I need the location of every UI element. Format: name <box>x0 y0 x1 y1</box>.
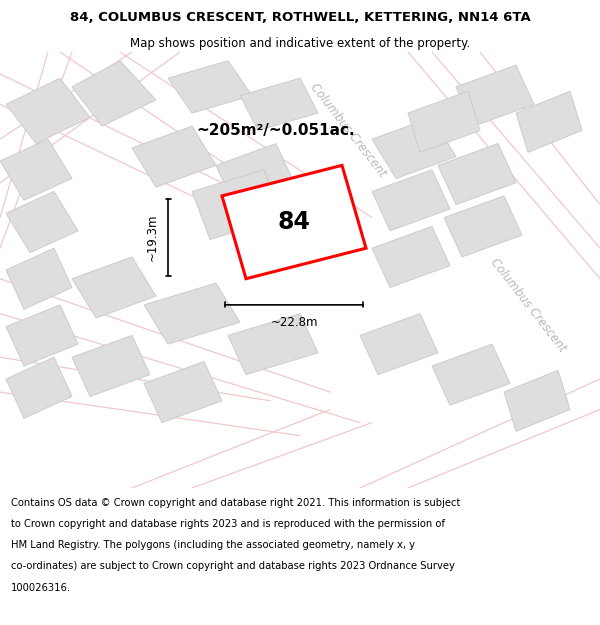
Polygon shape <box>222 166 366 279</box>
Text: ~19.3m: ~19.3m <box>146 214 159 261</box>
Polygon shape <box>372 226 450 288</box>
Polygon shape <box>228 314 318 374</box>
Polygon shape <box>6 248 72 309</box>
Polygon shape <box>72 336 150 396</box>
Polygon shape <box>144 361 222 423</box>
Polygon shape <box>504 370 570 431</box>
Polygon shape <box>516 91 582 152</box>
Polygon shape <box>6 78 90 144</box>
Polygon shape <box>456 65 534 126</box>
Text: co-ordinates) are subject to Crown copyright and database rights 2023 Ordnance S: co-ordinates) are subject to Crown copyr… <box>11 561 455 571</box>
Polygon shape <box>432 344 510 405</box>
Text: 84, COLUMBUS CRESCENT, ROTHWELL, KETTERING, NN14 6TA: 84, COLUMBUS CRESCENT, ROTHWELL, KETTERI… <box>70 11 530 24</box>
Polygon shape <box>132 126 216 187</box>
Polygon shape <box>72 257 156 318</box>
Polygon shape <box>72 61 156 126</box>
Polygon shape <box>192 170 282 239</box>
Polygon shape <box>276 196 354 257</box>
Text: Columbus Crescent: Columbus Crescent <box>307 81 389 180</box>
Text: to Crown copyright and database rights 2023 and is reproduced with the permissio: to Crown copyright and database rights 2… <box>11 519 445 529</box>
Text: ~205m²/~0.051ac.: ~205m²/~0.051ac. <box>197 123 355 138</box>
Polygon shape <box>240 78 318 131</box>
Text: Map shows position and indicative extent of the property.: Map shows position and indicative extent… <box>130 38 470 51</box>
Polygon shape <box>408 91 480 152</box>
Polygon shape <box>6 191 78 253</box>
Text: ~22.8m: ~22.8m <box>270 316 318 329</box>
Text: 84: 84 <box>278 210 310 234</box>
Polygon shape <box>6 305 78 366</box>
Polygon shape <box>216 144 294 204</box>
Text: Columbus Crescent: Columbus Crescent <box>487 256 569 354</box>
Text: 100026316.: 100026316. <box>11 582 71 592</box>
Text: Contains OS data © Crown copyright and database right 2021. This information is : Contains OS data © Crown copyright and d… <box>11 498 460 508</box>
Polygon shape <box>372 118 456 179</box>
Polygon shape <box>168 61 252 113</box>
Polygon shape <box>444 196 522 257</box>
Polygon shape <box>0 139 72 200</box>
Polygon shape <box>144 283 240 344</box>
Polygon shape <box>438 144 516 204</box>
Polygon shape <box>372 170 450 231</box>
Polygon shape <box>360 314 438 374</box>
Text: HM Land Registry. The polygons (including the associated geometry, namely x, y: HM Land Registry. The polygons (includin… <box>11 540 415 550</box>
Polygon shape <box>6 357 72 418</box>
